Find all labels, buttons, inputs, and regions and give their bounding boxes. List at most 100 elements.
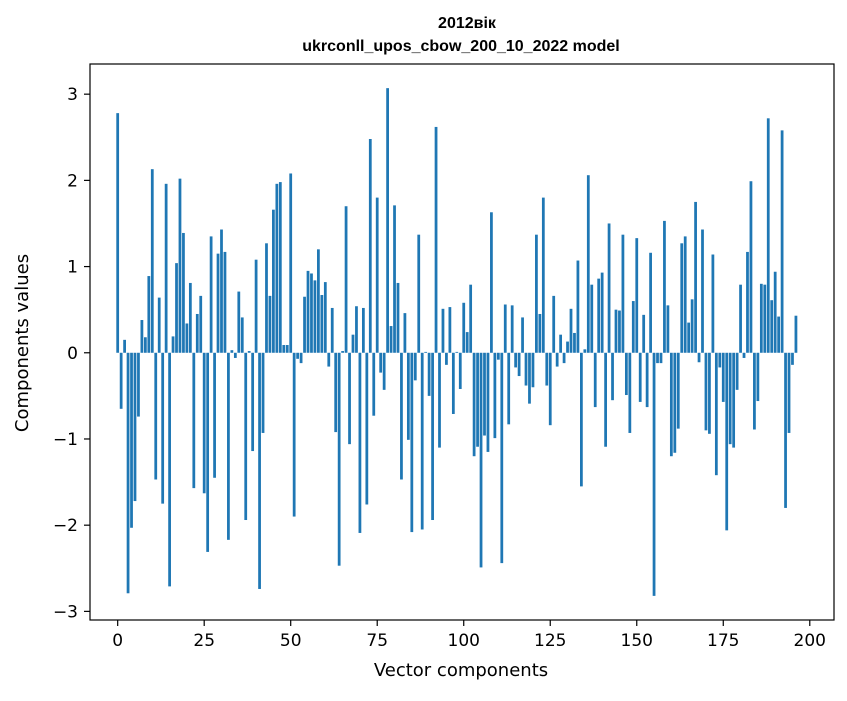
bar — [687, 322, 691, 353]
bar — [171, 336, 175, 353]
bar — [593, 352, 597, 408]
bar — [604, 352, 607, 447]
x-tick-label: 0 — [112, 631, 123, 651]
bar — [213, 352, 216, 478]
bar — [334, 352, 338, 433]
bar — [417, 234, 421, 353]
bar — [237, 291, 241, 353]
bar — [756, 352, 760, 402]
bar — [375, 197, 379, 353]
bar — [666, 305, 670, 353]
bar — [175, 263, 178, 353]
bar — [154, 352, 158, 480]
x-tick-label: 125 — [534, 631, 566, 651]
bar — [486, 352, 490, 452]
bar — [535, 234, 538, 353]
bar — [292, 352, 296, 517]
bar — [510, 305, 514, 353]
bar — [704, 352, 708, 431]
y-axis-label: Components values — [12, 254, 33, 432]
bar — [195, 313, 199, 353]
bar — [254, 259, 258, 353]
bar — [130, 352, 133, 528]
bar — [310, 273, 313, 353]
bar — [323, 282, 327, 353]
bar — [663, 220, 666, 353]
bar — [714, 352, 718, 476]
bar — [476, 352, 479, 447]
bar — [313, 280, 317, 353]
bar — [317, 249, 320, 353]
bar — [642, 314, 646, 353]
bar — [265, 243, 268, 353]
bar — [770, 300, 774, 353]
bar — [531, 352, 535, 388]
bar — [306, 270, 310, 353]
bar — [676, 352, 680, 429]
bar — [659, 352, 663, 364]
bar — [749, 181, 753, 353]
bar — [552, 295, 556, 353]
bars-layer — [116, 88, 798, 596]
bar — [438, 352, 441, 448]
bar — [123, 339, 126, 353]
bar — [431, 352, 434, 521]
bar — [285, 345, 289, 353]
bar — [216, 253, 220, 353]
bar — [147, 276, 151, 353]
bar — [777, 316, 781, 353]
bar — [528, 352, 531, 404]
bar — [631, 301, 635, 353]
y-tick-label: 3 — [67, 85, 78, 105]
bar — [766, 118, 770, 353]
bar — [618, 310, 621, 353]
axes-layer: 0 25 50 75 100 125 150 175 200 −3 −2 −1 0 1 2 3 — [53, 63, 835, 651]
bar — [538, 313, 542, 353]
bar — [586, 175, 590, 353]
bar — [541, 197, 545, 353]
bar — [600, 272, 604, 353]
bar — [413, 352, 417, 381]
bar — [244, 352, 248, 521]
bar — [116, 113, 120, 353]
bar — [143, 337, 147, 353]
bar — [386, 88, 389, 353]
bar — [230, 350, 234, 353]
bar — [140, 320, 144, 353]
bar — [500, 352, 504, 564]
bar — [773, 271, 777, 353]
bar — [635, 238, 639, 353]
y-tick-label: 1 — [67, 258, 78, 278]
bar — [424, 351, 428, 353]
bar — [483, 352, 486, 436]
bar — [479, 352, 483, 568]
bar — [490, 212, 493, 353]
bar — [199, 295, 203, 353]
bar — [327, 352, 331, 367]
chart-title: 2012вік — [438, 15, 497, 32]
bar — [455, 351, 459, 353]
bar — [206, 352, 210, 552]
bar — [275, 183, 279, 353]
bar — [597, 278, 601, 353]
bar — [569, 308, 573, 353]
bar — [282, 345, 286, 353]
bar — [728, 352, 732, 445]
bar — [548, 352, 552, 426]
bar — [410, 352, 414, 533]
bar — [379, 352, 383, 373]
bar — [289, 173, 293, 353]
bar — [614, 309, 618, 353]
bar — [268, 295, 272, 353]
bar — [787, 352, 791, 433]
bar — [403, 313, 407, 353]
bar — [732, 352, 736, 448]
bar — [621, 234, 625, 353]
bar — [611, 352, 614, 401]
bar — [566, 341, 569, 353]
bar — [178, 178, 182, 353]
bar — [465, 332, 469, 353]
bar — [182, 232, 185, 353]
plot-frame — [89, 63, 835, 621]
bar — [240, 317, 244, 353]
